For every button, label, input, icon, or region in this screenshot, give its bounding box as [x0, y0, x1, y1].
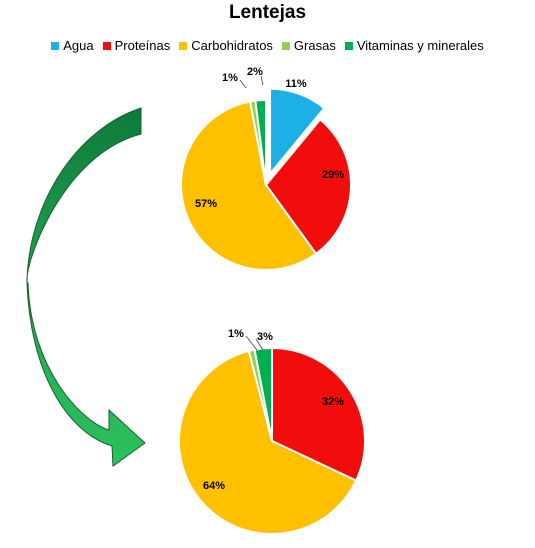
- data-label: 3%: [257, 331, 273, 343]
- legend-label: Grasas: [293, 38, 336, 53]
- leader-line: [260, 75, 264, 86]
- data-label: 64%: [203, 480, 225, 492]
- legend-swatch: [344, 41, 353, 50]
- legend-swatch: [281, 41, 290, 50]
- pie-chart-1: 11% 29% 57% 1% 2%: [180, 66, 352, 271]
- data-label: 2%: [247, 66, 263, 78]
- leader-line: [255, 338, 264, 351]
- legend-label: Vitaminas y minerales: [356, 38, 484, 53]
- legend-swatch: [102, 41, 111, 50]
- pie-slice-agua: [269, 87, 326, 177]
- pie-slice-proteínas: [264, 118, 352, 256]
- chart-title: Lentejas: [228, 2, 307, 23]
- legend-item: Carbohidratos: [179, 38, 273, 53]
- legend-item: Proteínas: [102, 38, 171, 53]
- leader-line: [239, 79, 247, 89]
- pie-slice-vitaminas-y-minerales: [253, 346, 273, 442]
- data-label: 29%: [322, 169, 344, 181]
- data-label: 1%: [222, 72, 238, 84]
- legend-label: Proteínas: [114, 38, 171, 53]
- legend: Agua Proteínas Carbohidratos Grasas Vitamina…: [0, 38, 535, 53]
- pie-slice-carbohidratos: [180, 100, 318, 271]
- data-label: 57%: [195, 198, 217, 210]
- legend-label: Agua: [63, 38, 94, 53]
- pie-chart-2: 32% 64% 1% 3%: [178, 328, 366, 535]
- legend-swatch: [179, 41, 188, 50]
- data-label: 32%: [322, 396, 344, 408]
- pie-slice-vitaminas-y-minerales: [254, 98, 267, 186]
- legend-label: Carbohidratos: [191, 38, 273, 53]
- pie-slice-proteínas: [271, 346, 366, 482]
- legend-swatch: [51, 41, 60, 50]
- leader-line: [245, 335, 258, 351]
- data-label: 11%: [285, 78, 307, 90]
- legend-item: Vitaminas y minerales: [344, 38, 484, 53]
- legend-item: Agua: [51, 38, 94, 53]
- curved-arrow: [26, 107, 146, 467]
- data-label: 1%: [228, 328, 244, 340]
- pie-slice-carbohidratos: [178, 349, 358, 535]
- legend-item: Grasas: [281, 38, 336, 53]
